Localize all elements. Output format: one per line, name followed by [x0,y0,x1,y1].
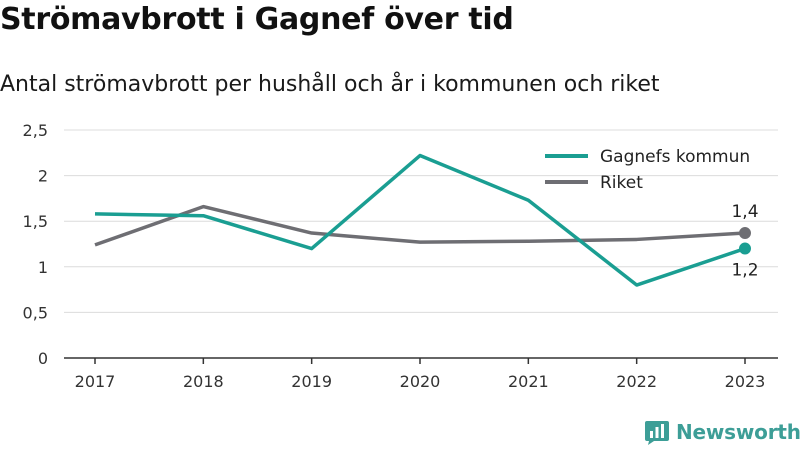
y-tick-label: 2,5 [23,121,48,140]
legend-label: Gagnefs kommun [600,147,750,167]
legend: Gagnefs kommun Riket [545,147,750,193]
x-tick-label: 2017 [75,372,116,391]
x-tick-label: 2023 [725,372,766,391]
legend-label: Riket [600,173,643,193]
brand-name: Newsworthy [676,420,800,444]
end-label-gagnef: 1,2 [731,261,758,281]
y-tick-label: 1,5 [23,212,48,231]
x-tick-label: 2020 [400,372,441,391]
end-point [739,227,751,240]
series-lines: 1,4 1,2 [94,153,759,287]
gridlines [64,129,778,313]
y-tick-label: 2 [38,167,48,186]
series-line-gagnef [94,153,746,287]
y-tick-label: 0 [38,349,48,368]
x-tick-label: 2019 [291,372,332,391]
chart-subtitle: Antal strömavbrott per hushåll och år i … [0,72,660,97]
newsworthy-brand: Newsworthy [644,419,800,445]
y-tick-label: 0,5 [23,303,48,322]
x-tick-label: 2021 [508,372,549,391]
x-axis: 2017 2018 2019 2020 2021 2022 2023 [64,357,778,391]
y-axis-ticks: 0 0,5 1 1,5 2 2,5 [23,121,48,368]
x-tick-label: 2018 [183,372,224,391]
end-point [739,242,751,255]
end-label-riket: 1,4 [731,202,758,222]
series-line-riket [94,204,746,247]
x-tick-label: 2022 [616,372,657,391]
bar-chart-logo-icon [645,421,669,445]
page-title: Strömavbrott i Gagnef över tid [0,2,514,37]
y-tick-label: 1 [38,258,48,277]
